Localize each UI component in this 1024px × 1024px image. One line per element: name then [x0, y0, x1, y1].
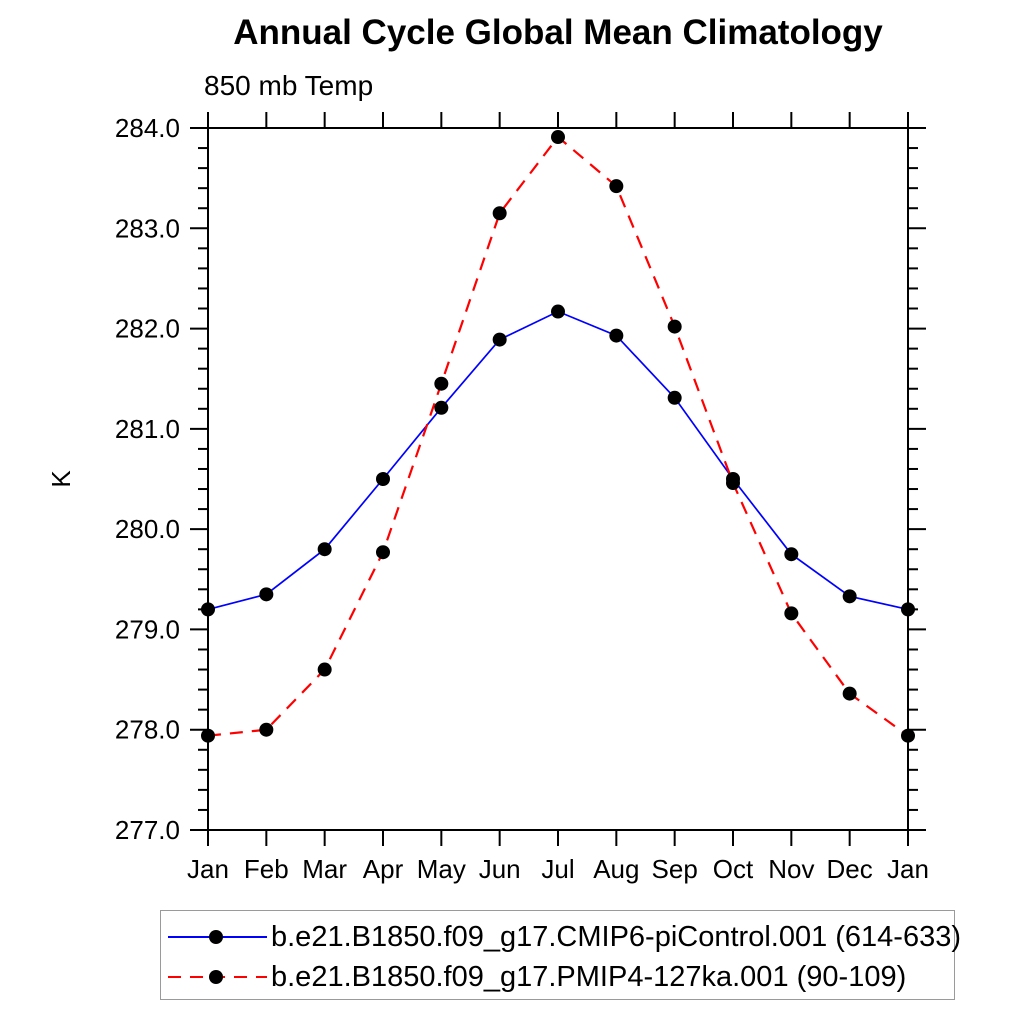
data-point: [317, 542, 332, 557]
data-point: [667, 319, 682, 334]
y-tick-label: 280.0: [115, 514, 180, 544]
y-tick-label: 279.0: [115, 614, 180, 644]
data-point: [784, 606, 799, 621]
x-tick-label: Jan: [887, 854, 929, 884]
x-tick-label: Apr: [363, 854, 404, 884]
data-point: [726, 476, 740, 491]
x-tick-label: Dec: [827, 854, 873, 884]
x-tick-label: Oct: [713, 854, 754, 884]
x-tick-label: Jul: [541, 854, 574, 884]
data-point: [376, 472, 390, 486]
y-tick-label: 278.0: [115, 715, 180, 745]
legend-label: b.e21.B1850.f09_g17.CMIP6-piControl.001 …: [271, 920, 962, 953]
data-point: [551, 304, 565, 319]
legend-item: b.e21.B1850.f09_g17.CMIP6-piControl.001 …: [167, 917, 961, 957]
legend-line-sample: [168, 930, 267, 944]
x-tick-label: Sep: [652, 854, 698, 884]
data-point: [842, 589, 857, 604]
x-tick-label: Mar: [302, 854, 347, 884]
chart-subtitle: 850 mb Temp: [204, 70, 374, 101]
y-axis-label: K: [46, 470, 76, 488]
y-tick-label: 283.0: [115, 213, 180, 243]
legend-item: b.e21.B1850.f09_g17.PMIP4-127ka.001 (90-…: [167, 957, 906, 997]
legend-marker-icon: [209, 970, 223, 984]
x-tick-label: May: [417, 854, 466, 884]
series-line-1: [207, 135, 909, 737]
data-point: [201, 728, 215, 743]
data-point: [201, 602, 215, 617]
plot-box: [207, 127, 909, 831]
y-tick-label: 281.0: [115, 414, 180, 444]
legend-line-sample: [168, 970, 267, 984]
data-point: [551, 130, 565, 145]
data-point: [609, 179, 624, 194]
y-tick-label: 277.0: [115, 815, 180, 845]
data-point: [901, 728, 915, 743]
x-tick-label: Feb: [244, 854, 289, 884]
data-point: [609, 328, 624, 343]
data-point: [901, 602, 915, 617]
y-tick-label: 284.0: [115, 113, 180, 143]
x-tick-label: Nov: [768, 854, 814, 884]
x-tick-label: Jan: [187, 854, 229, 884]
legend-marker-icon: [209, 930, 223, 944]
x-tick-label: Aug: [593, 854, 639, 884]
data-point: [434, 400, 449, 415]
chart-title: Annual Cycle Global Mean Climatology: [233, 13, 883, 52]
legend-label: b.e21.B1850.f09_g17.PMIP4-127ka.001 (90-…: [271, 960, 907, 993]
data-point: [376, 545, 390, 560]
series-line-0: [207, 310, 909, 611]
data-point: [492, 206, 507, 221]
data-point: [317, 662, 332, 677]
x-tick-label: Jun: [479, 854, 521, 884]
data-point: [784, 547, 799, 562]
legend: b.e21.B1850.f09_g17.CMIP6-piControl.001 …: [160, 910, 961, 1000]
data-point: [434, 376, 449, 391]
data-point: [259, 587, 274, 602]
data-point: [842, 686, 857, 701]
data-point: [492, 332, 507, 347]
y-tick-label: 282.0: [115, 314, 180, 344]
data-point: [667, 390, 682, 405]
data-point: [259, 722, 274, 737]
